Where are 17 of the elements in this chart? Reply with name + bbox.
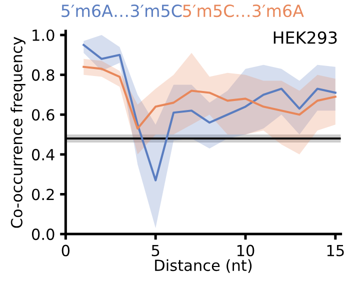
x-axis-title: Distance (nt)	[155, 259, 252, 273]
x-tick-label: 15	[327, 244, 344, 256]
y-tick-label: 0.0	[32, 228, 54, 240]
x-tick-label: 10	[237, 244, 254, 256]
annotation: HEK293	[274, 31, 337, 44]
y-tick-label: 0.6	[32, 109, 54, 121]
text: 5′m6A…3′m5C	[62, 4, 182, 18]
text: 5′m5C…3′m6A	[183, 4, 304, 18]
y-axis-title: Co-occurrence frequency	[10, 36, 26, 228]
y-tick-label: 1.0	[32, 29, 54, 42]
y-tick-label: 0.4	[32, 148, 54, 160]
line-series	[82, 66, 336, 130]
x-tick-label: 5	[152, 244, 160, 256]
line-series	[82, 44, 336, 182]
y-tick-label: 0.8	[32, 69, 54, 81]
x-tick-label: 0	[62, 244, 70, 256]
y-tick-label: 0.2	[32, 188, 54, 200]
